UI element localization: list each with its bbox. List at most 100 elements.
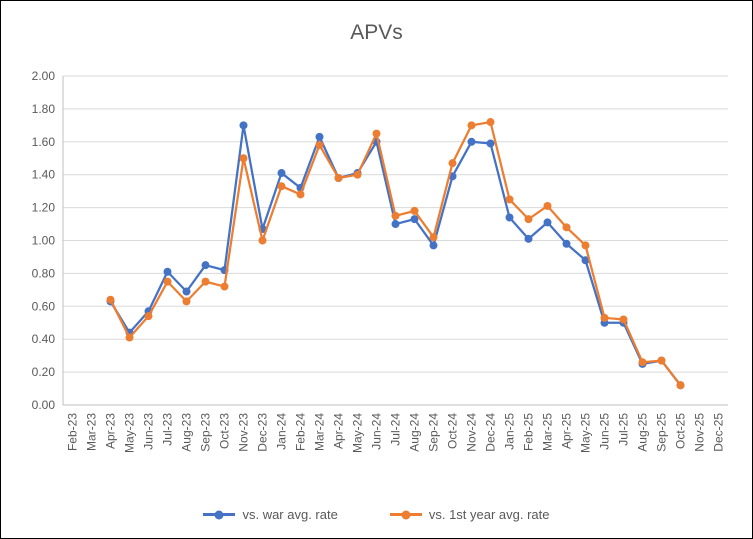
legend-line-marker <box>203 510 236 519</box>
x-axis-tick-label: Aug-25 <box>636 413 650 452</box>
x-axis-tick-label: Sep-23 <box>199 413 213 452</box>
series-marker <box>182 297 191 306</box>
x-axis-tick-label: Jun-23 <box>142 413 156 450</box>
series-marker <box>372 129 381 138</box>
series-marker <box>125 333 134 342</box>
series-marker <box>315 141 324 150</box>
series-marker <box>410 215 419 224</box>
x-axis-tick-label: Nov-23 <box>237 413 251 452</box>
series-marker <box>163 277 172 286</box>
series-marker <box>353 170 362 179</box>
series-marker <box>277 182 286 191</box>
x-axis-tick-label: Dec-25 <box>712 413 726 452</box>
x-axis-tick-label: Jun-24 <box>370 413 384 450</box>
x-axis-tick-label: Jan-25 <box>503 413 517 450</box>
y-axis-tick-label: 0.00 <box>32 398 56 412</box>
x-axis-tick-label: Mar-25 <box>541 413 555 451</box>
x-axis-tick-label: Aug-24 <box>408 413 422 452</box>
chart-title: APVs <box>350 21 403 44</box>
legend-line-marker <box>389 510 422 519</box>
y-axis-tick-label: 1.20 <box>32 201 56 215</box>
series-marker <box>543 201 552 210</box>
series-marker <box>486 118 495 127</box>
x-axis-tick-label: Mar-24 <box>313 413 327 451</box>
series-marker <box>467 137 476 146</box>
legend-dot-icon <box>401 510 411 519</box>
series-marker <box>201 277 210 286</box>
y-axis-tick-label: 1.80 <box>32 102 56 116</box>
x-axis-tick-label: Apr-25 <box>560 413 574 449</box>
series-marker <box>239 121 248 130</box>
series-marker <box>505 195 514 204</box>
series-marker <box>581 241 590 250</box>
x-axis-tick-label: Oct-23 <box>218 413 232 449</box>
x-axis-tick-label: Oct-24 <box>446 413 460 449</box>
series-marker <box>524 215 533 224</box>
series-marker <box>163 267 172 276</box>
x-axis-tick-label: Nov-25 <box>693 413 707 452</box>
series-marker <box>448 159 457 168</box>
series-marker <box>334 173 343 182</box>
x-axis-tick-label: Feb-23 <box>66 413 80 451</box>
x-axis-tick-label: Feb-25 <box>522 413 536 451</box>
x-axis-tick-label: Jul-23 <box>161 413 175 446</box>
series-marker <box>315 132 324 141</box>
series-marker <box>638 358 647 367</box>
series-marker <box>467 121 476 130</box>
y-axis-tick-label: 0.80 <box>32 266 56 280</box>
y-axis-tick-label: 0.60 <box>32 299 56 313</box>
y-axis-tick-label: 1.00 <box>32 234 56 248</box>
x-axis-tick-label: Dec-24 <box>484 413 498 452</box>
legend-label: vs. 1st year avg. rate <box>428 507 550 522</box>
x-axis-tick-label: Jul-24 <box>389 413 403 446</box>
series-marker <box>429 233 438 242</box>
series-marker <box>220 282 229 291</box>
series-marker <box>524 234 533 243</box>
series-marker <box>182 287 191 296</box>
legend: vs. war avg. rate vs. 1st year avg. rate <box>1 507 752 522</box>
x-axis-tick-label: Feb-24 <box>294 413 308 451</box>
y-axis-tick-label: 1.60 <box>32 135 56 149</box>
series-marker <box>296 190 305 199</box>
x-axis-tick-label: Nov-24 <box>465 413 479 452</box>
series-marker <box>657 356 666 365</box>
series-marker <box>562 223 571 232</box>
x-axis-tick-label: May-23 <box>123 413 137 453</box>
series-line <box>109 120 682 387</box>
series-marker <box>391 220 400 229</box>
series-marker <box>144 312 153 321</box>
legend-item[interactable]: vs. 1st year avg. rate <box>389 507 550 522</box>
series-marker <box>505 213 514 222</box>
series-marker <box>600 313 609 322</box>
x-axis-tick-label: Oct-25 <box>674 413 688 449</box>
x-axis-tick-label: Sep-24 <box>427 413 441 452</box>
series-marker <box>391 211 400 220</box>
legend-dot-icon <box>214 510 224 519</box>
x-axis-tick-label: Jan-24 <box>275 413 289 450</box>
series-line <box>109 124 682 387</box>
x-axis-tick-label: Mar-23 <box>85 413 99 451</box>
series-marker <box>258 236 267 245</box>
series-marker <box>486 139 495 148</box>
y-axis-tick-label: 2.00 <box>32 69 56 83</box>
series-marker <box>619 315 628 324</box>
series-marker <box>429 241 438 250</box>
x-axis-tick-label: May-25 <box>579 413 593 453</box>
y-axis-tick-label: 0.20 <box>32 365 56 379</box>
legend-item[interactable]: vs. war avg. rate <box>203 507 338 522</box>
series-marker <box>581 256 590 265</box>
series-marker <box>239 154 248 163</box>
x-axis-tick-label: Sep-25 <box>655 413 669 452</box>
series-marker <box>543 218 552 227</box>
series-marker <box>277 169 286 178</box>
series-marker <box>106 295 115 304</box>
x-axis-tick-label: Jun-25 <box>598 413 612 450</box>
series-marker <box>201 261 210 270</box>
series-marker <box>562 239 571 248</box>
series-marker <box>676 381 685 390</box>
x-axis-tick-label: Aug-23 <box>180 413 194 452</box>
x-axis-tick-label: Dec-23 <box>256 413 270 452</box>
series-marker <box>410 206 419 215</box>
